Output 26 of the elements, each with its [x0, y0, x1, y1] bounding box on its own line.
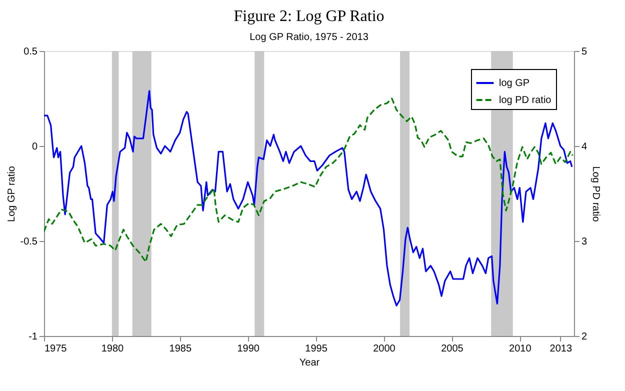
chart-title: Figure 2: Log GP Ratio: [234, 8, 384, 25]
x-tick-label: 2000: [373, 344, 396, 354]
x-tick-label: 2013: [550, 344, 572, 354]
y-tick-label: 0.5: [24, 46, 38, 58]
y-tick-label: -1: [28, 332, 38, 342]
legend-label: log GP: [499, 78, 530, 89]
x-tick-label: 2010: [509, 344, 532, 354]
y2-axis-title: Log PD ratio: [590, 166, 602, 222]
line-series: [44, 98, 574, 263]
y-axis-title: Log GP ratio: [6, 166, 18, 222]
x-tick-label: 1975: [44, 344, 68, 354]
x-tick-label: 1990: [237, 344, 260, 354]
y-tick-label: 0: [32, 142, 38, 152]
x-tick-label: 1985: [169, 344, 192, 354]
x-tick-label: 2005: [441, 344, 464, 354]
x-axis-title: Year: [299, 358, 320, 368]
x-tick-label: 1980: [101, 344, 124, 354]
y2-tick-label: 3: [582, 236, 588, 248]
y2-tick-label: 4: [582, 142, 588, 152]
y-tick-label: -0.5: [20, 236, 38, 248]
legend-label: log PD ratio: [499, 95, 552, 106]
y2-tick-label: 2: [582, 332, 588, 342]
line-series: [44, 90, 573, 306]
chart-subtitle: Log GP Ratio, 1975 - 2013: [250, 32, 369, 43]
y2-tick-label: 5: [582, 46, 588, 58]
x-tick-label: 1995: [305, 344, 328, 354]
